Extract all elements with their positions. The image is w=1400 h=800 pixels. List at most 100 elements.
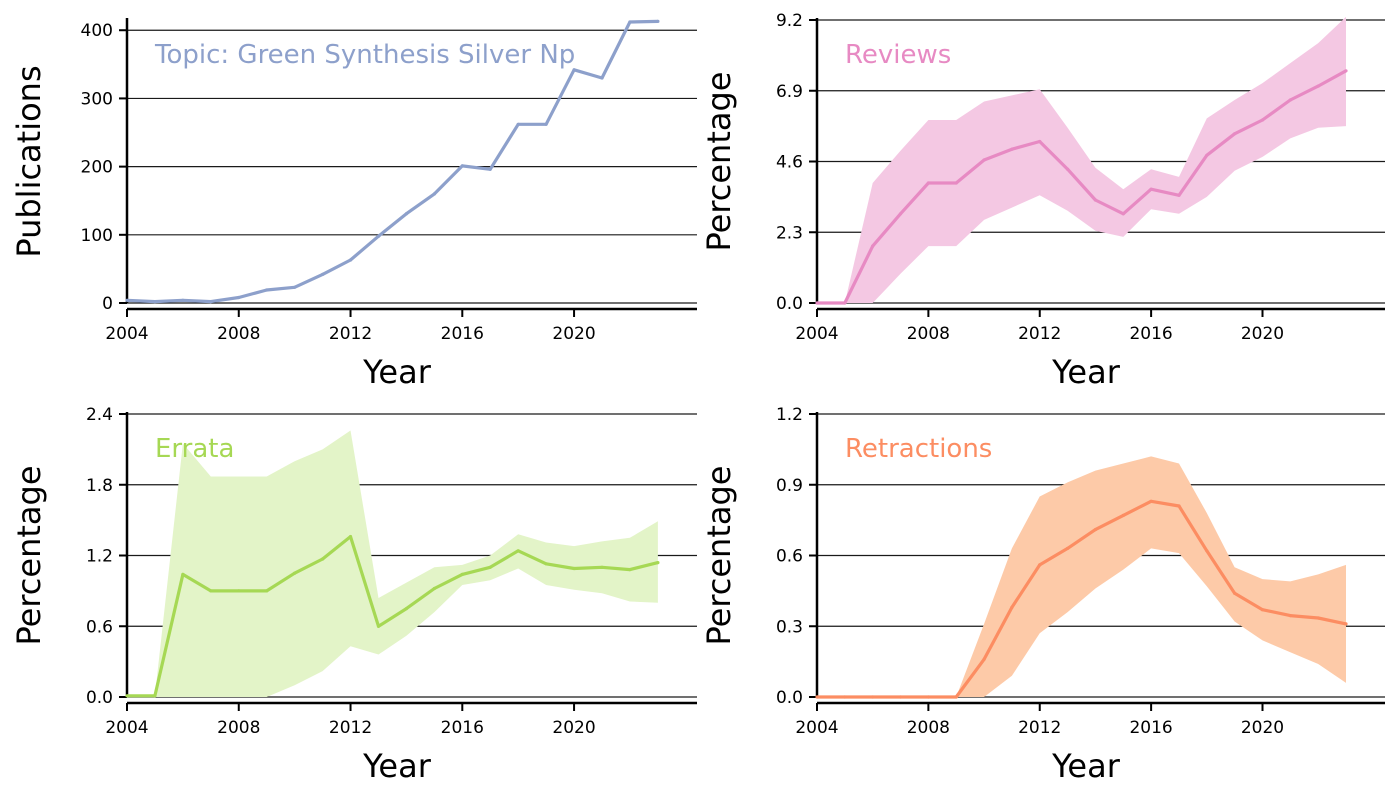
data-point xyxy=(1288,614,1292,618)
y-tick-label: 0.6 xyxy=(776,547,803,567)
y-tick-label: 400 xyxy=(81,21,113,41)
x-tick-label: 2012 xyxy=(1018,324,1061,344)
x-axis-label: Year xyxy=(362,353,432,391)
data-point xyxy=(516,122,520,126)
x-tick-label: 2012 xyxy=(329,324,372,344)
y-tick-label: 0 xyxy=(102,294,113,314)
y-axis-label: Percentage xyxy=(10,465,48,645)
data-point xyxy=(656,561,660,565)
confidence-band xyxy=(817,16,1346,304)
data-point xyxy=(432,586,436,591)
series-line xyxy=(126,19,658,304)
data-point xyxy=(181,572,185,577)
data-point xyxy=(125,694,129,698)
data-point xyxy=(954,695,958,699)
data-point xyxy=(265,589,269,593)
series-line xyxy=(127,534,659,698)
data-point xyxy=(1344,622,1348,626)
data-point xyxy=(544,562,548,566)
data-point xyxy=(488,167,492,171)
data-point xyxy=(348,258,353,262)
data-point xyxy=(181,298,185,302)
x-tick-label: 2004 xyxy=(105,718,148,738)
data-point xyxy=(516,549,520,553)
data-point xyxy=(153,694,157,698)
data-point xyxy=(1205,153,1209,157)
y-tick-label: 1.8 xyxy=(86,476,113,496)
data-point xyxy=(1121,513,1125,518)
data-point xyxy=(982,657,986,661)
x-tick-label: 2016 xyxy=(441,718,484,738)
data-point xyxy=(1260,608,1265,612)
x-tick-label: 2008 xyxy=(217,718,260,738)
data-point xyxy=(1093,198,1097,202)
y-tick-label: 9.2 xyxy=(776,11,803,31)
y-tick-label: 200 xyxy=(81,158,113,178)
x-axis-label: Year xyxy=(362,747,432,785)
data-point xyxy=(1344,69,1348,73)
y-tick-label: 0.3 xyxy=(776,617,803,637)
data-point xyxy=(153,300,157,304)
panel-annotation: Reviews xyxy=(845,40,951,70)
data-point xyxy=(898,212,903,216)
y-tick-label: 0.0 xyxy=(776,294,803,314)
data-point xyxy=(488,565,492,569)
panel-errata: 0.0 0.6 1.2 1.8 2.4 2004 2008 2012 2016 2020 Errat… xyxy=(10,405,697,785)
data-point xyxy=(1233,132,1237,136)
x-tick-label: 2016 xyxy=(1129,324,1172,344)
panel-annotation: Errata xyxy=(155,434,234,464)
data-point xyxy=(871,244,875,248)
x-axis-label: Year xyxy=(1051,353,1121,391)
data-point xyxy=(926,181,931,185)
data-point xyxy=(321,557,325,561)
data-point xyxy=(376,624,381,628)
y-tick-label: 6.9 xyxy=(776,82,803,102)
y-tick-label: 0.6 xyxy=(86,617,113,637)
x-tick-label: 2020 xyxy=(552,324,595,344)
data-point xyxy=(209,589,213,593)
data-point xyxy=(404,607,408,611)
data-point xyxy=(1010,605,1014,610)
data-point xyxy=(982,158,986,162)
x-tick-label: 2020 xyxy=(552,718,595,738)
data-point xyxy=(843,301,847,305)
data-point xyxy=(843,695,847,699)
data-point xyxy=(293,285,297,289)
x-tick-label: 2008 xyxy=(907,324,950,344)
data-point xyxy=(460,572,464,577)
data-point xyxy=(926,695,931,699)
data-point xyxy=(628,568,632,572)
data-point xyxy=(954,181,958,185)
x-tick-label: 2016 xyxy=(1129,718,1172,738)
panel-publications: 0 100 200 300 400 2004 2008 2012 2016 2020 Topic: … xyxy=(10,18,697,391)
x-tick-label: 2020 xyxy=(1241,718,1284,738)
x-tick-label: 2020 xyxy=(1241,324,1284,344)
data-point xyxy=(572,68,576,72)
panel-reviews: 0.0 2.3 4.6 6.9 9.2 2004 2008 2012 2016 2020 Revie… xyxy=(700,11,1385,391)
y-axis-label: Percentage xyxy=(700,71,738,251)
y-tick-label: 0.9 xyxy=(776,476,803,496)
x-tick-label: 2008 xyxy=(907,718,950,738)
data-point xyxy=(293,571,297,575)
data-point xyxy=(628,20,632,24)
data-point xyxy=(871,695,875,699)
data-point xyxy=(572,566,576,571)
data-point xyxy=(1233,591,1237,595)
y-axis-label: Percentage xyxy=(700,465,738,645)
data-point xyxy=(1010,147,1014,151)
data-point xyxy=(656,19,660,23)
x-tick-label: 2008 xyxy=(217,324,260,344)
data-point xyxy=(265,288,269,292)
y-tick-label: 2.3 xyxy=(776,223,803,243)
y-axis-label: Publications xyxy=(10,65,48,257)
data-point xyxy=(815,301,819,305)
y-tick-label: 2.4 xyxy=(86,405,113,425)
panel-retractions: 0.0 0.3 0.6 0.9 1.2 2004 2008 2012 2016 2020 Retra… xyxy=(700,405,1385,785)
data-point xyxy=(1093,528,1097,532)
y-tick-label: 100 xyxy=(81,226,113,246)
series-line xyxy=(817,69,1347,305)
panel-annotation: Topic: Green Synthesis Silver Np xyxy=(154,40,575,70)
data-point xyxy=(544,122,548,126)
x-tick-label: 2004 xyxy=(795,324,838,344)
data-point xyxy=(815,695,819,699)
